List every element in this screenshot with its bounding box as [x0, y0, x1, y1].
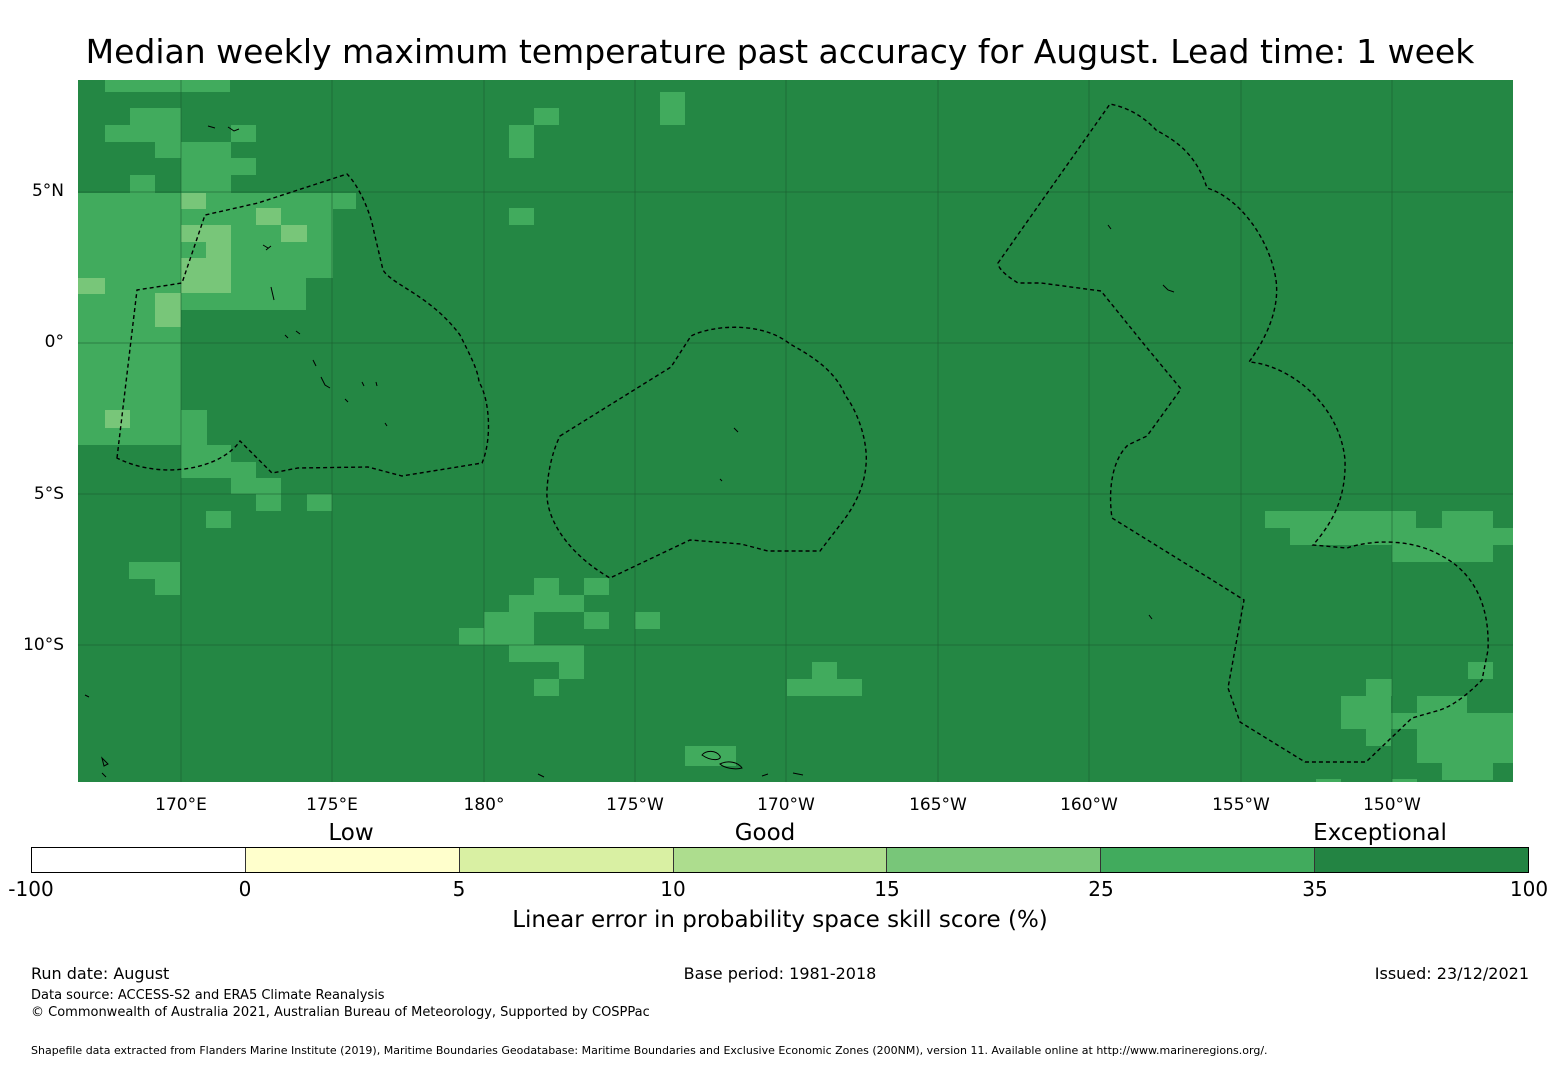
colorbar-title: Linear error in probability space skill …	[512, 907, 1048, 933]
colorbar-segment	[1101, 848, 1316, 872]
skill-cells-central	[459, 92, 862, 766]
eez-kiribati-gilbert	[116, 173, 490, 477]
map-background	[78, 80, 1513, 782]
lon-label-155w: 155°W	[1212, 795, 1270, 815]
colorbar-tick-label: 15	[874, 877, 900, 901]
eez-boundaries	[116, 103, 1489, 763]
lon-label-160w: 160°W	[1060, 795, 1118, 815]
lon-label-180: 180°	[463, 795, 505, 815]
island-outlines	[84, 125, 1175, 778]
category-label-exceptional: Exceptional	[1313, 820, 1447, 846]
gridlines	[78, 80, 1513, 782]
colorbar-tick-label: 100	[1509, 877, 1549, 901]
shapefile-credit: Shapefile data extracted from Flanders M…	[31, 1044, 1268, 1057]
colorbar-tick-label: 5	[452, 877, 466, 901]
colorbar-tick-label: 0	[238, 877, 252, 901]
eez-kiribati-line	[997, 103, 1489, 763]
lat-label-5n: 5°N	[31, 181, 64, 201]
colorbar-segment	[245, 848, 460, 872]
colorbar-segment	[32, 848, 246, 872]
colorbar-segment	[673, 848, 888, 872]
skill-score-map	[78, 80, 1513, 782]
lon-label-170e: 170°E	[155, 795, 207, 815]
lon-label-170w: 170°W	[757, 795, 815, 815]
colorbar-segment	[887, 848, 1102, 872]
lon-label-150w: 150°W	[1363, 795, 1421, 815]
colorbar-tick-label: 25	[1088, 877, 1114, 901]
category-label-low: Low	[328, 820, 374, 846]
lat-label-0: 0°	[44, 332, 64, 352]
lon-label-175w: 175°W	[606, 795, 664, 815]
base-period: Base period: 1981-2018	[683, 964, 877, 983]
colorbar-tick-label: 10	[660, 877, 686, 901]
skill-cells-light	[78, 193, 307, 428]
map-title: Median weekly maximum temperature past a…	[85, 32, 1475, 71]
colorbar	[31, 847, 1529, 873]
lon-label-165w: 165°W	[909, 795, 967, 815]
lat-label-10s: 10°S	[23, 635, 64, 655]
run-date: Run date: August	[31, 964, 170, 983]
lon-label-175e: 175°E	[306, 795, 358, 815]
skill-cells-east	[1265, 511, 1513, 782]
colorbar-tick-label: 35	[1302, 877, 1328, 901]
category-label-good: Good	[734, 820, 796, 846]
data-source: Data source: ACCESS-S2 and ERA5 Climate …	[31, 988, 385, 1003]
issued-date: Issued: 23/12/2021	[1374, 964, 1529, 983]
colorbar-segment	[1315, 848, 1529, 872]
copyright: © Commonwealth of Australia 2021, Austra…	[31, 1005, 650, 1020]
lat-label-5s: 5°S	[33, 484, 64, 504]
eez-tokelau	[546, 326, 867, 579]
colorbar-segment	[459, 848, 674, 872]
colorbar-tick-label: -100	[8, 877, 54, 901]
